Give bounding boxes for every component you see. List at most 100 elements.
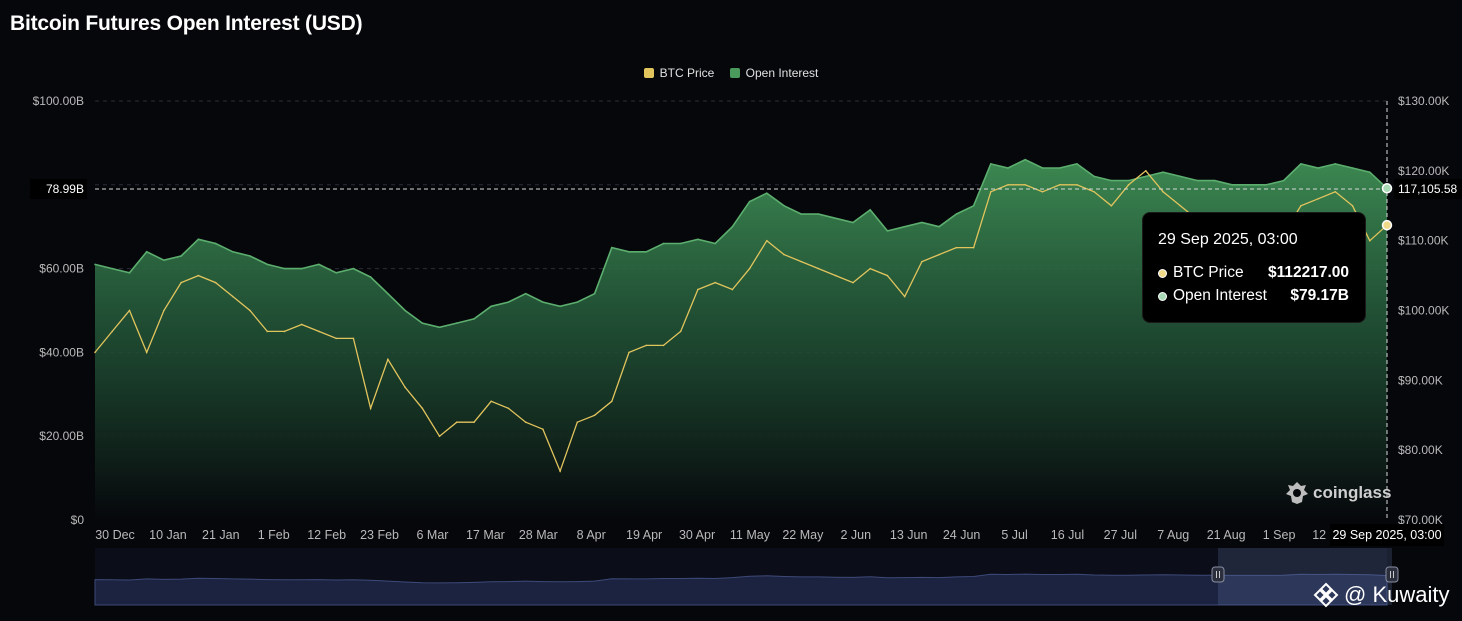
open-interest-point [886, 230, 889, 232]
crosshair-btc-price-marker [1381, 219, 1393, 231]
btc-price-point [1334, 190, 1337, 193]
coinglass-logo-icon [1286, 482, 1308, 504]
open-interest-point [869, 209, 871, 211]
btc-price-point [714, 281, 716, 284]
btc-price-point [163, 309, 165, 312]
open-interest-point [1058, 167, 1061, 169]
navigator-handle-left[interactable] [1211, 566, 1225, 583]
x-tick-label: 21 Aug [1207, 528, 1246, 542]
open-interest-point [1179, 175, 1182, 178]
y-right-tick-label: $70.00K [1398, 513, 1443, 527]
watermark: @ Kuwaity [1312, 581, 1449, 609]
legend-label-btc-price: BTC Price [659, 66, 715, 80]
y-left-tick-label: $60.00B [39, 262, 84, 276]
coinglass-brand: coinglass [1284, 480, 1391, 506]
open-interest-point [1282, 179, 1285, 182]
open-interest-point [197, 238, 200, 241]
open-interest-point [1145, 175, 1147, 178]
open-interest-point [662, 242, 665, 245]
coinglass-label: coinglass [1313, 483, 1392, 502]
btc-price-point [1076, 184, 1078, 186]
open-interest-point [387, 292, 389, 295]
btc-price-point [421, 407, 424, 410]
open-interest-point [214, 242, 217, 245]
open-interest-point [989, 163, 992, 165]
btc-price-point [903, 295, 906, 298]
tooltip-label-open-interest: Open Interest [1173, 287, 1267, 304]
open-interest-point [352, 267, 355, 270]
btc-price-point [1024, 184, 1027, 186]
open-interest-line [94, 158, 1388, 329]
open-interest-point [1024, 158, 1027, 161]
btc-price-point [1041, 190, 1044, 193]
btc-price-point [989, 190, 992, 193]
open-interest-point [1317, 167, 1319, 169]
open-interest-point [438, 326, 441, 329]
binance-diamond-icon [1313, 582, 1339, 608]
open-interest-point [232, 251, 234, 253]
x-tick-label: 5 Jul [1001, 528, 1027, 542]
btc-price-point [490, 400, 493, 403]
x-axis: 30 Dec 10 Jan 21 Jan 1 Feb 12 Feb 23 Feb 6 Mar… [95, 524, 1444, 546]
x-tick-label: 7 Aug [1157, 528, 1189, 542]
open-interest-point [611, 246, 613, 249]
btc-price-point [1162, 190, 1164, 193]
btc-price-point [438, 435, 441, 438]
open-interest-point [318, 263, 320, 266]
open-interest-point [490, 305, 493, 308]
legend-swatch-btc-price [643, 68, 654, 78]
x-tick-label: 24 Jun [943, 528, 981, 542]
open-interest-point [731, 225, 734, 228]
open-interest-point [593, 292, 596, 295]
open-interest-point [921, 221, 923, 224]
open-interest-point [1127, 179, 1130, 182]
y-right-tick-label: $100.00K [1398, 304, 1449, 318]
range-navigator[interactable] [94, 548, 1399, 606]
y-right-tick-label: $120.00K [1398, 164, 1449, 178]
btc-price-point [800, 260, 803, 263]
crosshair-left-label: 78.99B [46, 182, 84, 196]
btc-price-point [473, 421, 475, 424]
open-interest-point [369, 276, 372, 278]
open-interest-point [455, 322, 458, 324]
open-interest-point [473, 318, 475, 320]
x-crosshair-label: 29 Sep 2025, 03:00 [1332, 528, 1441, 542]
btc-price-point [318, 330, 320, 333]
btc-price-point [249, 309, 251, 312]
btc-price-point [128, 309, 131, 312]
x-tick-label: 12 Feb [307, 528, 346, 542]
open-interest-point [283, 267, 286, 270]
btc-price-point [662, 344, 665, 347]
crosshair-right-label-bg [1394, 179, 1462, 200]
legend-item-open-interest[interactable]: Open Interest [729, 66, 818, 80]
btc-price-point [886, 274, 889, 277]
open-interest-point [559, 305, 561, 308]
navigator-selection [1218, 548, 1392, 605]
btc-price-point [232, 295, 234, 298]
open-interest-point [404, 309, 406, 312]
open-interest-point [645, 251, 648, 253]
btc-price-point [1300, 204, 1302, 207]
btc-price-point [300, 323, 303, 326]
y-axis-left: $0$20.00B$40.00B$60.00B$80.00B$100.00B [33, 94, 85, 527]
btc-price-point [817, 267, 820, 270]
legend-item-btc-price[interactable]: BTC Price [643, 66, 715, 80]
btc-price-point [1317, 197, 1319, 200]
navigator-handle-right[interactable] [1385, 566, 1399, 583]
watermark-text: @ Kuwaity [1344, 582, 1450, 607]
btc-price-point [335, 337, 337, 340]
btc-price-point [1007, 184, 1009, 186]
btc-price-point [1127, 184, 1130, 186]
x-tick-label: 27 Jul [1104, 528, 1137, 542]
tooltip: 29 Sep 2025, 03:00 BTC Price $112217.00 … [1143, 213, 1365, 322]
open-interest-point [94, 263, 96, 266]
y-left-tick-label: $100.00B [33, 94, 84, 108]
open-interest-point [576, 301, 579, 303]
open-interest-point [903, 225, 906, 228]
open-interest-point [542, 301, 544, 303]
open-interest-point [1248, 184, 1250, 186]
btc-price-point [404, 386, 406, 389]
open-interest-point [335, 271, 337, 274]
open-interest-point [524, 292, 527, 295]
